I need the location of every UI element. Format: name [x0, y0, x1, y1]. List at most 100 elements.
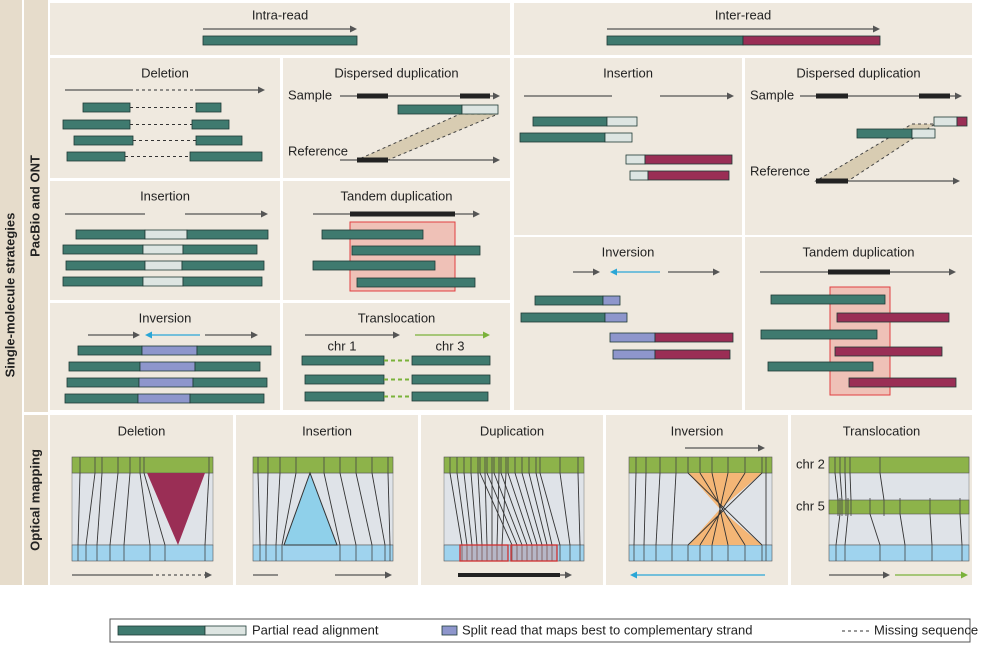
read-segment [956, 116, 968, 127]
map-top [828, 456, 970, 474]
read-segment [461, 104, 499, 115]
map-link [844, 513, 849, 546]
map-link [711, 472, 729, 546]
read-segment [609, 332, 656, 343]
map-link [959, 513, 963, 546]
map-link [85, 472, 96, 546]
block [350, 211, 455, 217]
read-segment [612, 349, 656, 360]
map-link [123, 472, 131, 546]
label: Translocation [358, 310, 436, 325]
arrow-head [610, 268, 617, 276]
block [919, 93, 950, 99]
label: chr 2 [796, 456, 825, 471]
map-link [281, 472, 297, 546]
label: chr 5 [796, 498, 825, 513]
map-bottom [71, 544, 214, 562]
read-segment [304, 391, 385, 402]
read-segment [142, 276, 184, 287]
label: Tandem duplication [802, 244, 914, 259]
map-link [849, 472, 852, 501]
arrow-head [145, 331, 152, 339]
map-link [671, 472, 677, 546]
read-segment [606, 35, 744, 46]
arrow-head [883, 571, 890, 579]
map-link [470, 472, 478, 546]
read-segment [604, 132, 633, 143]
map-link [204, 472, 210, 546]
read-segment [644, 154, 733, 165]
map-link [879, 472, 885, 501]
map-link [834, 472, 839, 501]
read-segment [186, 229, 269, 240]
map-link [477, 472, 483, 546]
map-link [96, 472, 103, 546]
label: Inter-read [715, 7, 771, 22]
block [357, 93, 388, 99]
read-segment [195, 102, 222, 113]
label: Duplication [480, 423, 544, 438]
arrow-head [473, 210, 480, 218]
map-link [265, 472, 269, 546]
read-segment [189, 151, 263, 162]
read-segment [625, 154, 646, 165]
map-top [443, 456, 585, 474]
arrow-head [205, 571, 212, 579]
label: Reference [288, 143, 348, 158]
label: Dispersed duplication [796, 65, 920, 80]
dup-box [459, 544, 509, 562]
read-segment [411, 374, 491, 385]
map-bottom [628, 544, 773, 562]
map-link [275, 472, 281, 546]
map-bottom [828, 544, 970, 562]
map-top [628, 456, 773, 474]
map-link [507, 472, 533, 546]
read-segment [856, 128, 913, 139]
arrow-head [949, 268, 956, 276]
map-link [839, 472, 843, 501]
label: Intra-read [252, 7, 308, 22]
arrow-head [565, 571, 572, 579]
read-segment [304, 374, 385, 385]
read-segment [62, 244, 144, 255]
read-segment [144, 229, 188, 240]
label: chr 3 [436, 338, 465, 353]
map-link [699, 472, 746, 546]
map-link [109, 472, 119, 546]
map-link [528, 472, 548, 546]
read-segment [604, 312, 628, 323]
read-segment [117, 625, 206, 636]
arrow-head [873, 25, 880, 33]
read-segment [192, 377, 268, 388]
read-segment [142, 244, 184, 255]
block [816, 178, 848, 184]
read-segment [321, 229, 424, 240]
read-segment [397, 104, 463, 115]
read-segment [742, 35, 881, 46]
map-link [539, 472, 561, 546]
read-segment [606, 116, 638, 127]
read-segment [411, 355, 491, 366]
read-segment [62, 276, 144, 287]
read-segment [654, 349, 731, 360]
read-segment [204, 625, 247, 636]
map-link [493, 472, 523, 546]
label: Split read that maps best to complementa… [462, 622, 752, 637]
map-top [252, 456, 394, 474]
read-segment [848, 377, 957, 388]
map-link [844, 472, 847, 501]
block [828, 269, 890, 275]
block [816, 93, 848, 99]
read-segment [301, 355, 385, 366]
legend-box [109, 618, 971, 643]
map-link [869, 513, 881, 546]
label: Tandem duplication [340, 188, 452, 203]
read-segment [760, 329, 878, 340]
map-link [559, 472, 571, 546]
read-segment [520, 312, 606, 323]
read-segment [182, 276, 263, 287]
block [357, 157, 388, 163]
arrow-head [593, 268, 600, 276]
map-link [257, 472, 261, 546]
